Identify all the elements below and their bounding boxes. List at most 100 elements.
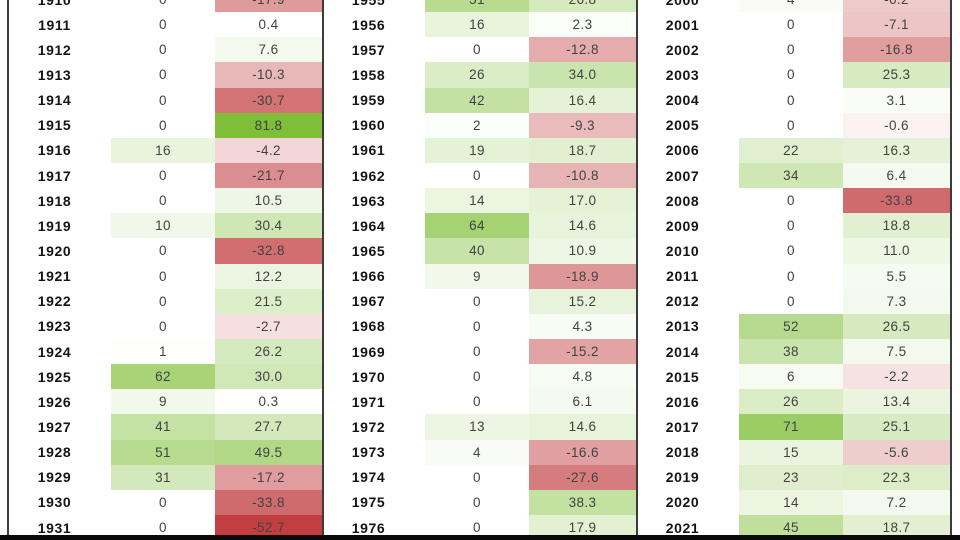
percent-cell: 5.5: [843, 263, 950, 289]
percent-cell: -2.7: [215, 313, 322, 339]
count-cell: 4: [739, 0, 843, 13]
table-row: 1928 51 49.5: [8, 439, 322, 465]
table-row: 1972 13 14.6: [322, 414, 636, 440]
percent-cell: 0.4: [215, 12, 322, 38]
count-cell: 0: [739, 213, 843, 239]
percent-cell: -16.8: [843, 37, 950, 63]
year-cell: 1955: [322, 0, 425, 12]
percent-cell: 16.3: [843, 137, 950, 163]
percent-cell: 6.1: [529, 389, 636, 415]
percent-cell: 34.0: [529, 62, 636, 88]
count-cell: 0: [425, 338, 529, 365]
count-cell: 0: [425, 364, 529, 390]
column-divider: [950, 0, 952, 540]
percent-cell: 30.0: [215, 364, 322, 390]
table-row: 1914 0 -30.7: [8, 87, 322, 113]
year-cell: 1959: [351, 92, 386, 109]
percent-cell: -16.6: [529, 439, 636, 465]
count-cell: 26: [739, 389, 843, 415]
count-cell: 0: [111, 12, 215, 38]
percent-cell: 7.3: [843, 288, 950, 314]
table-row: 2010 0 11.0: [636, 238, 950, 264]
year-cell: 2004: [665, 92, 700, 109]
table-row: 1929 31 -17.2: [8, 464, 322, 490]
year-cell: 1920: [37, 242, 72, 259]
count-cell: 16: [111, 137, 215, 163]
table-row: 1958 26 34.0: [322, 62, 636, 88]
count-cell: 13: [425, 414, 529, 440]
count-cell: 0: [739, 263, 843, 289]
table-row: 1971 0 6.1: [322, 389, 636, 415]
table-row: 1964 64 14.6: [322, 213, 636, 239]
year-cell: 1968: [351, 318, 386, 335]
table-row: 1975 0 38.3: [322, 489, 636, 515]
count-cell: 4: [425, 439, 529, 465]
panel-rows: 2000 4 -6.2 2001 0 -7.1 2002 0 -16.8 200…: [636, 0, 950, 540]
count-cell: 0: [111, 37, 215, 63]
percent-cell: -18.9: [529, 263, 636, 289]
table-row: 1930 0 -33.8: [8, 489, 322, 515]
table-row: 2014 38 7.5: [636, 338, 950, 365]
table-row: 2011 0 5.5: [636, 263, 950, 289]
year-cell: 2000: [636, 0, 739, 12]
table-row: 2003 0 25.3: [636, 62, 950, 88]
table-row: 1967 0 15.2: [322, 288, 636, 314]
table-row: 1965 40 10.9: [322, 238, 636, 264]
year-cell: 2014: [665, 343, 700, 360]
table-row: 1959 42 16.4: [322, 87, 636, 113]
table-row: 2005 0 -0.6: [636, 112, 950, 138]
table-row: 1973 4 -16.6: [322, 439, 636, 465]
percent-cell: 10.9: [529, 238, 636, 264]
percent-cell: -0.6: [843, 112, 950, 138]
percent-cell: 17.0: [529, 188, 636, 214]
percent-cell: 4.8: [529, 364, 636, 390]
count-cell: 0: [425, 162, 529, 189]
count-cell: 0: [425, 464, 529, 490]
table-row: 2002 0 -16.8: [636, 37, 950, 63]
percent-cell: -7.1: [843, 12, 950, 38]
table-row: 1921 0 12.2: [8, 263, 322, 289]
count-cell: 16: [425, 12, 529, 38]
percent-cell: 14.6: [529, 414, 636, 440]
percent-cell: 30.4: [215, 213, 322, 239]
year-cell: 1975: [351, 494, 386, 511]
percent-cell: -9.3: [529, 112, 636, 138]
count-cell: 0: [111, 0, 215, 13]
year-cell: 2011: [666, 268, 699, 285]
count-cell: 22: [739, 137, 843, 163]
percent-cell: 3.1: [843, 87, 950, 113]
year-cell: 1962: [351, 167, 386, 184]
year-cell: 2020: [665, 494, 700, 511]
year-cell: 2019: [665, 469, 700, 486]
year-cell: 1973: [351, 444, 386, 461]
year-cell: 1916: [37, 142, 72, 159]
count-cell: 38: [739, 338, 843, 365]
year-cell: 1926: [37, 393, 72, 410]
count-cell: 0: [425, 313, 529, 339]
year-cell: 1965: [351, 242, 386, 259]
count-cell: 26: [425, 62, 529, 88]
table-row: 2012 0 7.3: [636, 288, 950, 314]
table-row: 1963 14 17.0: [322, 188, 636, 214]
year-cell: 1966: [351, 268, 386, 285]
table-row: 1922 0 21.5: [8, 288, 322, 314]
count-cell: 41: [111, 414, 215, 440]
column-divider: [322, 0, 324, 540]
year-cell: 1913: [37, 66, 72, 83]
count-cell: 10: [111, 213, 215, 239]
percent-cell: -5.6: [843, 439, 950, 465]
count-cell: 64: [425, 213, 529, 239]
year-cell: 1970: [351, 368, 386, 385]
table-row: 1926 9 0.3: [8, 389, 322, 415]
percent-cell: 11.0: [843, 238, 950, 264]
year-cell: 1967: [351, 293, 386, 310]
count-cell: 0: [111, 162, 215, 189]
year-cell: 2015: [665, 368, 700, 385]
count-cell: 0: [739, 37, 843, 63]
percent-cell: -33.8: [843, 188, 950, 214]
count-cell: 0: [739, 188, 843, 214]
table-row: 1974 0 -27.6: [322, 464, 636, 490]
count-cell: 51: [425, 0, 529, 13]
